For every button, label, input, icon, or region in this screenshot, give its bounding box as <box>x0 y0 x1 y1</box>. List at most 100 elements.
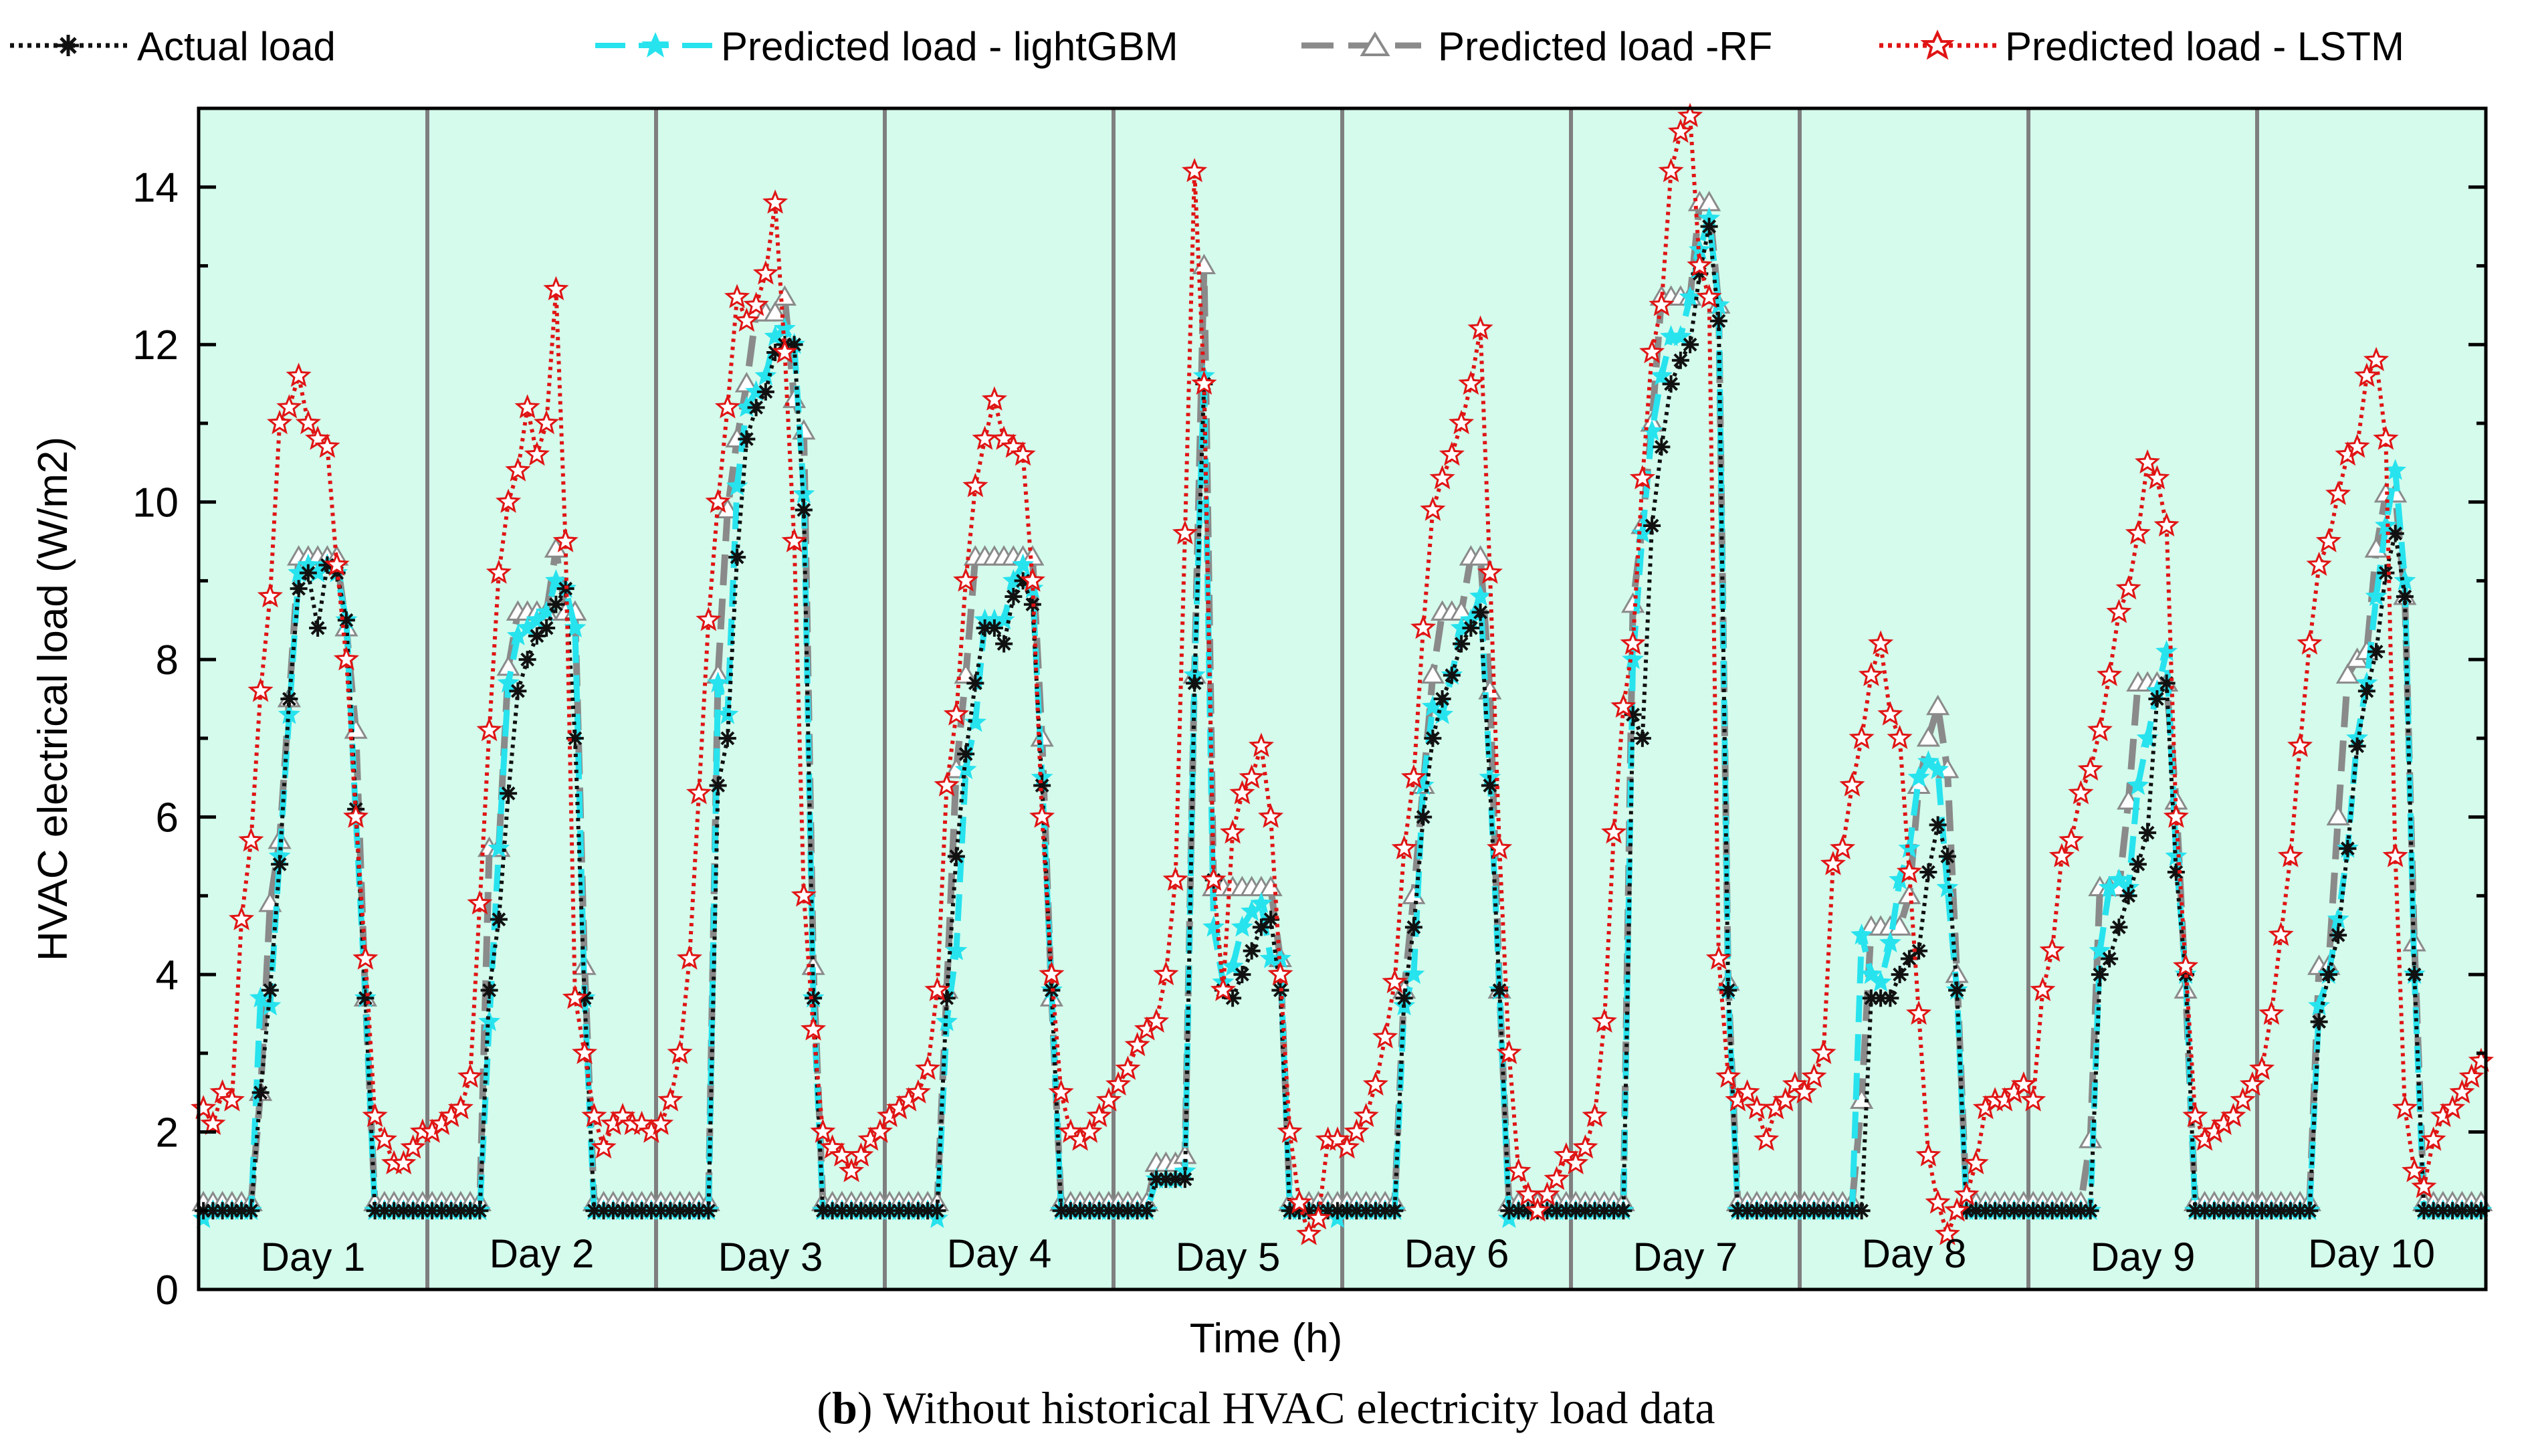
data-point <box>1233 966 1251 984</box>
data-point <box>2392 1095 2418 1120</box>
data-point <box>1963 1150 1989 1174</box>
data-point <box>1830 835 1856 859</box>
data-point <box>1934 1221 1960 1245</box>
data-point <box>1881 989 1899 1007</box>
data-point <box>2167 863 2185 881</box>
data-point <box>1792 1079 1818 1104</box>
data-point <box>1200 866 1227 891</box>
data-point <box>509 682 527 700</box>
data-point <box>572 1039 598 1064</box>
data-point <box>257 583 283 608</box>
data-point <box>1705 945 1731 970</box>
data-point <box>1048 1079 1074 1104</box>
data-point <box>700 1202 718 1220</box>
data-point <box>2127 774 2149 795</box>
data-point <box>1105 1071 1132 1096</box>
data-point <box>718 729 736 747</box>
data-point <box>2115 575 2141 600</box>
data-point <box>1601 819 1627 844</box>
data-point <box>2297 630 2323 655</box>
data-point <box>2182 1102 2208 1128</box>
data-point <box>2468 1047 2494 1072</box>
y-axis-label: HVAC electrical load (W/m2) <box>30 437 76 961</box>
data-point <box>2153 512 2180 537</box>
data-point <box>1927 758 1949 779</box>
data-point <box>2402 1158 2428 1182</box>
y-tick-label-10: 10 <box>132 480 179 526</box>
data-point <box>1938 847 1956 865</box>
data-point <box>1610 693 1637 718</box>
data-point <box>1916 726 1940 747</box>
data-point <box>2136 726 2159 748</box>
data-point <box>1534 1181 1560 1207</box>
data-point <box>2363 346 2390 372</box>
data-point <box>2087 717 2113 742</box>
data-point <box>905 1079 931 1104</box>
data-point <box>2319 966 2337 984</box>
data-point <box>314 433 340 458</box>
data-point <box>1019 567 1045 592</box>
legend-marker-actual <box>58 35 79 56</box>
data-point <box>447 1095 473 1120</box>
data-point <box>1469 585 1492 607</box>
data-point <box>657 1087 683 1112</box>
data-point <box>528 627 546 645</box>
data-point <box>581 1102 607 1128</box>
data-point <box>805 989 823 1007</box>
data-point <box>2306 551 2332 577</box>
day-label-7: Day 7 <box>1633 1235 1738 1279</box>
data-point <box>1258 803 1284 828</box>
day-label-3: Day 3 <box>718 1235 823 1279</box>
data-point <box>290 580 308 598</box>
data-point <box>500 785 518 803</box>
series-layer <box>191 102 2494 1245</box>
data-point <box>2348 737 2366 755</box>
data-point <box>2301 1202 2319 1220</box>
plot-frame <box>197 106 2488 1291</box>
data-point <box>1334 1134 1360 1159</box>
data-point <box>1572 1134 1598 1159</box>
data-point <box>943 701 969 726</box>
data-point <box>2059 827 2085 852</box>
data-point <box>2239 1071 2265 1096</box>
data-point <box>763 301 787 322</box>
data-point <box>1191 371 1217 395</box>
data-point <box>995 635 1013 653</box>
data-point <box>242 1202 260 1220</box>
data-point <box>1144 1008 1170 1033</box>
day-label-2: Day 2 <box>490 1231 595 1276</box>
data-point <box>1010 441 1036 466</box>
data-point <box>564 616 587 638</box>
data-point <box>1849 724 1875 750</box>
data-point <box>400 1134 426 1159</box>
data-point <box>724 284 750 308</box>
data-point <box>1650 364 1673 386</box>
data-point <box>1033 776 1051 795</box>
data-point <box>238 827 264 852</box>
data-point <box>1267 961 1293 986</box>
data-point <box>2384 459 2407 480</box>
data-point <box>981 386 1007 411</box>
data-point <box>762 189 788 214</box>
data-point <box>1400 764 1427 789</box>
data-point <box>1424 729 1442 747</box>
data-point <box>1582 1102 1608 1128</box>
data-point <box>1869 970 1892 992</box>
data-point <box>1395 989 1413 1007</box>
data-point <box>1919 863 1937 881</box>
data-point <box>2081 1202 2099 1220</box>
data-point <box>2030 976 2056 1001</box>
data-point <box>490 910 508 928</box>
data-point <box>267 409 293 435</box>
data-point <box>696 607 722 631</box>
data-point <box>324 551 350 577</box>
data-point <box>1677 102 1703 127</box>
data-point <box>2325 480 2351 506</box>
data-point <box>2326 805 2350 826</box>
data-point <box>1296 1221 1322 1245</box>
caption-letter: b <box>832 1382 857 1433</box>
data-point <box>705 488 731 513</box>
caption-open: ( <box>817 1382 832 1433</box>
data-point <box>790 882 817 907</box>
data-point <box>2020 1087 2046 1112</box>
